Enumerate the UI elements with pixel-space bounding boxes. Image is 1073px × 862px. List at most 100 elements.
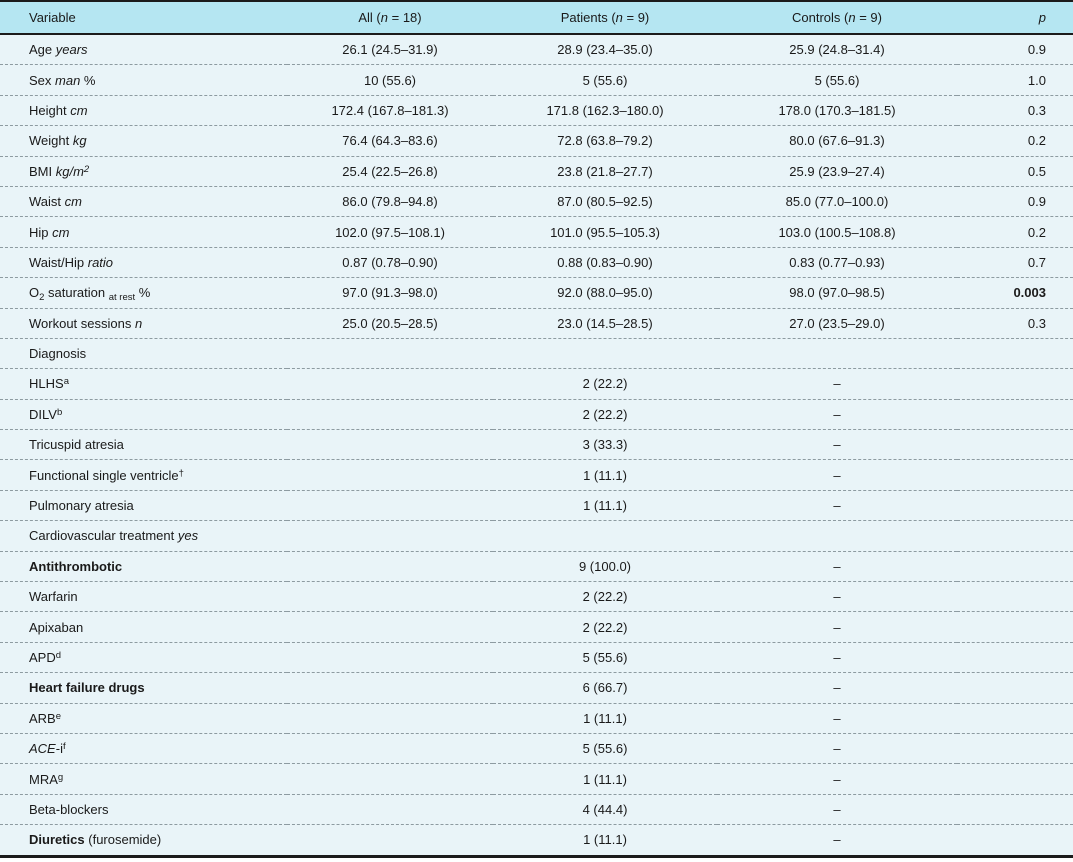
variable-cell: O2 saturation at rest % (0, 277, 287, 309)
table-row: Workout sessions n 25.0 (20.5–28.5) 23.0… (0, 308, 1073, 339)
all-cell: 172.4 (167.8–181.3) (287, 95, 493, 127)
all-cell (287, 642, 493, 674)
variable-cell: Cardiovascular treatment yes (0, 520, 287, 552)
all-cell (287, 551, 493, 583)
patients-cell (493, 338, 717, 370)
all-cell (287, 368, 493, 400)
column-header-variable: Variable (0, 1, 287, 35)
p-cell (957, 703, 1073, 734)
all-cell: 25.4 (22.5–26.8) (287, 156, 493, 187)
controls-cell: – (717, 429, 957, 461)
patients-cell: 2 (22.2) (493, 581, 717, 613)
table-row: Heart failure drugs 6 (66.7) – (0, 672, 1073, 704)
controls-cell: 80.0 (67.6–91.3) (717, 125, 957, 157)
variable-cell: Diagnosis (0, 338, 287, 370)
controls-cell: – (833, 832, 841, 848)
p-cell (957, 611, 1073, 643)
variable-cell: Pulmonary atresia (0, 490, 287, 522)
all-cell: 25.0 (20.5–28.5) (287, 308, 493, 339)
column-header-p-value: p (957, 1, 1073, 35)
patients-cell: 2 (22.2) (493, 368, 717, 400)
variable-cell: Warfarin (0, 581, 287, 613)
patients-cell: 28.9 (23.4–35.0) (493, 34, 717, 66)
patients-cell: 5 (55.6) (493, 642, 717, 674)
patients-cell: 1 (11.1) (493, 459, 717, 491)
variable-cell: Heart failure drugs (0, 672, 287, 704)
variable-cell: DILVb (0, 399, 287, 431)
controls-cell: 5 (55.6) (717, 64, 957, 96)
patients-cell: 2 (22.2) (493, 399, 717, 431)
p-cell: 0.2 (957, 216, 1073, 248)
patients-cell: 23.0 (14.5–28.5) (493, 308, 717, 339)
table-row: Weight kg 76.4 (64.3–83.6) 72.8 (63.8–79… (0, 125, 1073, 157)
table-row: Waist/Hip ratio 0.87 (0.78–0.90) 0.88 (0… (0, 247, 1073, 279)
p-cell (957, 399, 1073, 431)
all-cell (287, 825, 493, 856)
p-cell (957, 429, 1073, 461)
controls-cell: – (717, 581, 957, 613)
all-cell (287, 763, 493, 795)
p-cell (957, 368, 1073, 400)
patients-cell: 0.88 (0.83–0.90) (493, 247, 717, 279)
patients-cell: 23.8 (21.8–27.7) (493, 156, 717, 187)
variable-cell: Waist/Hip ratio (0, 247, 287, 279)
all-cell: 86.0 (79.8–94.8) (287, 186, 493, 218)
variable-cell: Age years (0, 34, 287, 66)
table-row: Sex man % 10 (55.6) 5 (55.6) 5 (55.6) 1.… (0, 64, 1073, 96)
table-row: DILVb 2 (22.2) – (0, 399, 1073, 431)
all-cell: 26.1 (24.5–31.9) (287, 34, 493, 66)
all-cell (287, 490, 493, 522)
variable-cell: Antithrombotic (0, 551, 287, 583)
variable-cell: ARBe (0, 703, 287, 734)
table-row: Tricuspid atresia 3 (33.3) – (0, 429, 1073, 461)
p-cell: 0.9 (957, 34, 1073, 66)
controls-cell: – (717, 763, 957, 795)
p-cell: 0.9 (957, 186, 1073, 218)
p-cell: 0.3 (957, 308, 1073, 339)
patients-cell: 1 (11.1) (493, 490, 717, 522)
controls-cell: 25.9 (24.8–31.4) (717, 34, 957, 66)
p-cell (957, 825, 1073, 856)
variable-cell: Sex man % (0, 64, 287, 96)
table-row: Hip cm 102.0 (97.5–108.1) 101.0 (95.5–10… (0, 216, 1073, 248)
controls-cell: 98.0 (97.0–98.5) (717, 277, 957, 309)
patients-cell: 1 (11.1) (583, 832, 627, 848)
table-row: Age years 26.1 (24.5–31.9) 28.9 (23.4–35… (0, 34, 1073, 66)
controls-cell: – (717, 459, 957, 491)
table-row: Cardiovascular treatment yes (0, 520, 1073, 552)
all-cell (287, 794, 493, 826)
p-cell (957, 581, 1073, 613)
table-row: HLHSa 2 (22.2) – (0, 368, 1073, 400)
table-row: O2 saturation at rest % 97.0 (91.3–98.0)… (0, 277, 1073, 309)
patients-cell: 1 (11.1) (493, 703, 717, 734)
table-row: ARBe 1 (11.1) – (0, 703, 1073, 734)
table-row: Waist cm 86.0 (79.8–94.8) 87.0 (80.5–92.… (0, 186, 1073, 218)
p-cell (957, 733, 1073, 765)
table-row: Diuretics (furosemide) 1 (11.1) – (0, 825, 1073, 856)
controls-cell: 85.0 (77.0–100.0) (717, 186, 957, 218)
controls-cell (717, 338, 957, 370)
all-cell: 76.4 (64.3–83.6) (287, 125, 493, 157)
table-row: BMI kg/m2 25.4 (22.5–26.8) 23.8 (21.8–27… (0, 156, 1073, 187)
controls-cell: 25.9 (23.9–27.4) (717, 156, 957, 187)
p-cell: 0.7 (957, 247, 1073, 279)
all-cell (287, 581, 493, 613)
variable-cell: Diuretics (furosemide) (29, 832, 162, 848)
controls-cell: – (717, 733, 957, 765)
table-row: ACE-if 5 (55.6) – (0, 733, 1073, 765)
patients-cell: 1 (11.1) (493, 763, 717, 795)
patients-cell: 2 (22.2) (493, 611, 717, 643)
patients-cell: 87.0 (80.5–92.5) (493, 186, 717, 218)
controls-cell: 0.83 (0.77–0.93) (717, 247, 957, 279)
patients-cell: 5 (55.6) (493, 733, 717, 765)
p-cell (957, 520, 1073, 552)
controls-cell (717, 520, 957, 552)
patients-cell: 171.8 (162.3–180.0) (493, 95, 717, 127)
table-body: Age years 26.1 (24.5–31.9) 28.9 (23.4–35… (0, 34, 1073, 856)
all-cell: 0.87 (0.78–0.90) (287, 247, 493, 279)
p-cell (957, 642, 1073, 674)
variable-cell: Tricuspid atresia (0, 429, 287, 461)
p-cell (957, 338, 1073, 370)
p-cell (957, 763, 1073, 795)
